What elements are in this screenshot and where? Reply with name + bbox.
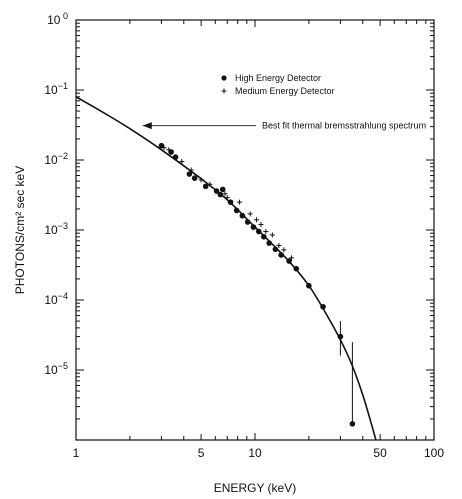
y-tick-label: 10−4	[44, 291, 68, 307]
high-energy-point	[202, 183, 209, 190]
medium-energy-point	[166, 147, 172, 153]
legend: High Energy Detector Medium Energy Detect…	[221, 73, 335, 96]
y-tick-base: 10	[47, 13, 61, 27]
y-tick-exponent: −2	[58, 151, 68, 161]
high-energy-point	[186, 171, 193, 177]
y-tick-label: 10−3	[44, 221, 68, 237]
medium-energy-point	[237, 199, 243, 205]
legend-marker-circle	[221, 75, 227, 81]
x-axis-title: ENERGY (keV)	[214, 481, 296, 495]
y-tick-base: 10	[44, 223, 58, 237]
high-energy-point	[349, 421, 356, 427]
medium-energy-point	[258, 221, 264, 227]
y-tick-exponent: 0	[60, 11, 68, 21]
plot-frame	[75, 19, 435, 441]
medium-energy-point	[281, 247, 287, 253]
high-energy-point	[250, 224, 257, 230]
y-tick-label: 10−2	[44, 151, 68, 167]
x-tick-label: 1	[73, 446, 80, 460]
medium-energy-point	[269, 232, 275, 238]
medium-energy-point	[161, 145, 167, 151]
y-axis-title: PHOTONS/cm² sec keV	[13, 166, 27, 294]
medium-energy-point	[254, 217, 260, 223]
x-tick-label: 50	[373, 446, 387, 460]
medium-energy-point	[263, 229, 269, 235]
y-tick-exponent: −5	[58, 361, 68, 371]
x-tick-label: 10	[248, 446, 262, 460]
y-tick-label: 10−5	[44, 361, 68, 377]
y-tick-base: 10	[44, 83, 58, 97]
y-tick-base: 10	[44, 153, 58, 167]
annotation-label: Best fit thermal bremsstrahlung spectrum	[262, 121, 426, 131]
y-tick-label: 10 0	[47, 11, 68, 27]
annotation: Best fit thermal bremsstrahlung spectrum	[142, 121, 426, 131]
y-tick-exponent: −3	[58, 221, 68, 231]
legend-marker-plus	[221, 88, 227, 94]
high-energy-point	[191, 175, 198, 181]
legend-label: Medium Energy Detector	[235, 86, 335, 96]
x-tick-label: 5	[198, 446, 205, 460]
medium-energy-point	[179, 159, 185, 165]
medium-energy-point	[289, 255, 295, 261]
medium-energy-point	[222, 191, 228, 197]
high-energy-point	[168, 149, 174, 155]
x-tick-label: 100	[424, 446, 444, 460]
medium-energy-point	[247, 211, 253, 217]
y-tick-exponent: −1	[58, 81, 68, 91]
annotation-arrowhead	[142, 122, 152, 130]
legend-label: High Energy Detector	[235, 73, 321, 83]
y-tick-base: 10	[44, 293, 58, 307]
high-energy-point	[239, 212, 246, 219]
y-tick-base: 10	[44, 363, 58, 377]
y-tick-exponent: −4	[58, 291, 68, 301]
fit-curve-line	[76, 96, 377, 440]
high-energy-point	[219, 186, 226, 193]
medium-energy-point	[276, 243, 282, 249]
y-tick-label: 10−1	[44, 81, 68, 97]
high-energy-point	[158, 142, 165, 149]
